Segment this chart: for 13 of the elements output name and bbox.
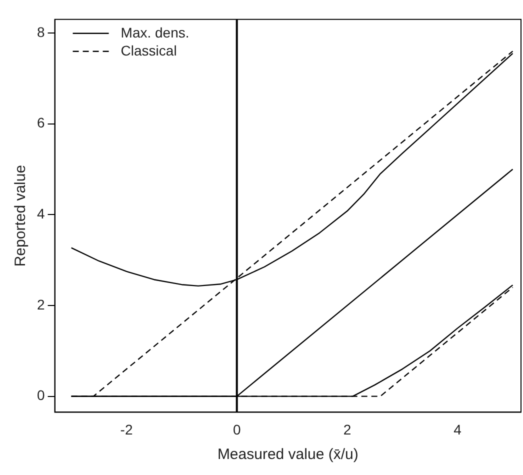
x-tick-label: -2	[120, 421, 133, 438]
x-tick-label: 4	[454, 421, 462, 438]
y-axis-title: Reported value	[12, 164, 30, 267]
y-tick-label: 4	[36, 206, 45, 222]
x-axis-title: Measured value (x̄/u)	[217, 446, 358, 464]
y-tick-label: 6	[36, 114, 45, 131]
legend-label: Max. dens.	[120, 24, 190, 40]
legend-label: Classical	[120, 42, 177, 58]
y-tick-label: 0	[36, 387, 45, 404]
y-tick-label: 2	[36, 296, 45, 312]
x-tick-label: 2	[343, 421, 352, 438]
x-tick-label: 0	[232, 421, 241, 438]
y-tick-label: 8	[36, 24, 45, 40]
